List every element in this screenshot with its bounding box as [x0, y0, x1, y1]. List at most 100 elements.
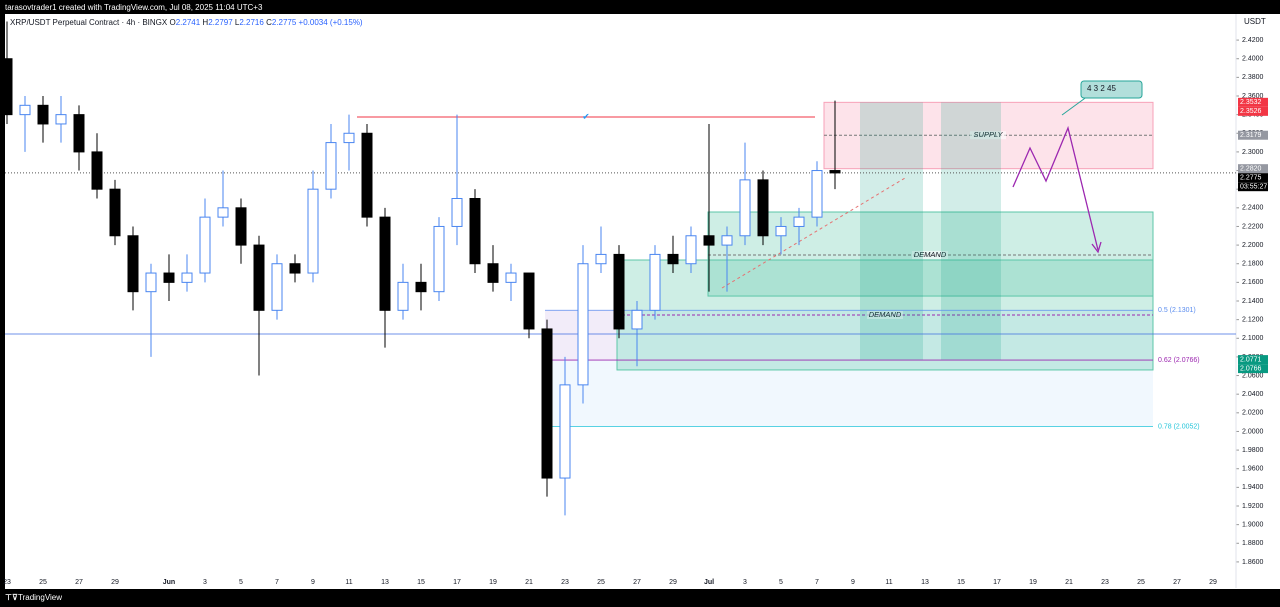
- candle-body: [775, 225, 787, 237]
- price-badge: [1238, 173, 1268, 183]
- candle-body: [127, 235, 139, 293]
- zone-label: DEMAND: [914, 250, 947, 259]
- x-tick-label: 27: [75, 579, 83, 586]
- x-tick-label: 29: [669, 579, 677, 586]
- arrow-head: [1091, 241, 1102, 254]
- fib-fill: [545, 310, 1153, 427]
- candle-body: [19, 104, 31, 116]
- candle-body: [181, 272, 193, 283]
- price-badge-label: 2.2820: [1240, 166, 1262, 173]
- candle-body: [307, 188, 319, 274]
- candle-body: [73, 114, 85, 153]
- candle-body: [217, 207, 229, 218]
- ohlc-key: C: [266, 18, 272, 27]
- candle-body: [91, 151, 103, 190]
- x-tick-label: 19: [489, 579, 497, 586]
- x-tick-label: 23: [1101, 579, 1109, 586]
- candle-body: [541, 328, 553, 479]
- zone-label-bg: [970, 131, 1006, 140]
- candle-body: [739, 179, 751, 237]
- price-badge: [1238, 130, 1268, 140]
- candle-body: [145, 272, 157, 293]
- shade-column: [941, 102, 1001, 361]
- countdown-bg: [1238, 182, 1268, 192]
- x-tick-label: Jul: [704, 579, 714, 586]
- x-tick-label: 9: [311, 579, 315, 586]
- candle-body: [613, 253, 625, 330]
- x-tick-label: 21: [1065, 579, 1073, 586]
- ohlc-value: 2.2797: [208, 18, 233, 27]
- y-tick-label: 1.9000: [1242, 521, 1264, 528]
- candle-body: [289, 263, 301, 274]
- price-badge-label: 2.3526: [1240, 108, 1262, 115]
- x-tick-label: 21: [525, 579, 533, 586]
- candle-body: [631, 309, 643, 330]
- y-tick-label: 2.0400: [1242, 391, 1264, 398]
- price-badge: [1238, 164, 1268, 174]
- candle-body: [559, 384, 571, 479]
- price-badge: [1238, 364, 1268, 374]
- candle-body: [235, 207, 247, 246]
- x-tick-label: 25: [39, 579, 47, 586]
- candle-body: [109, 188, 121, 237]
- candle-body: [703, 235, 715, 246]
- x-tick-label: 27: [1173, 579, 1181, 586]
- zone-label-bg: [867, 310, 903, 319]
- zone-label-bg: [912, 251, 948, 260]
- x-tick-label: 29: [1209, 579, 1217, 586]
- x-tick-label: 5: [239, 579, 243, 586]
- zone-label: DEMAND: [869, 310, 902, 319]
- y-tick-label: 2.1200: [1242, 316, 1264, 323]
- credit: tarasovtrader1 created with TradingView.…: [5, 3, 263, 12]
- y-tick-label: 2.0600: [1242, 372, 1264, 379]
- x-tick-label: 7: [815, 579, 819, 586]
- x-tick-label: 11: [345, 579, 352, 586]
- candle-body: [811, 170, 823, 218]
- x-tick-label: 13: [921, 579, 929, 586]
- candle-body: [829, 170, 841, 174]
- fib-label: 0.78 (2.0052): [1158, 423, 1200, 430]
- x-tick-label: 17: [993, 579, 1001, 586]
- x-tick-label: 25: [597, 579, 605, 586]
- y-tick-label: 1.9800: [1242, 447, 1264, 454]
- x-tick-label: 19: [1029, 579, 1037, 586]
- x-tick-label: 23: [561, 579, 569, 586]
- y-tick-label: 2.2000: [1242, 242, 1264, 249]
- ohlc-value: 2.2716: [239, 18, 264, 27]
- ohlc-value: 2.2775: [272, 18, 297, 27]
- x-tick-label: 5: [779, 579, 783, 586]
- candle-body: [793, 216, 805, 227]
- ohlc-value: 2.2741: [176, 18, 201, 27]
- candle-body: [55, 114, 67, 125]
- axis-unit: USDT: [1244, 17, 1266, 26]
- chart-area: [5, 14, 1280, 589]
- projection: [1012, 125, 1099, 251]
- x-tick-label: 15: [957, 579, 965, 586]
- candle-body: [487, 263, 499, 283]
- candle-body: [721, 235, 733, 246]
- y-tick-label: 2.0000: [1242, 428, 1264, 435]
- x-tick-label: 7: [275, 579, 279, 586]
- shade-column: [860, 102, 923, 361]
- candle-body: [523, 272, 535, 330]
- y-tick-label: 1.9600: [1242, 466, 1264, 473]
- x-tick-label: 23: [3, 579, 11, 586]
- candle-body: [595, 253, 607, 265]
- y-tick-label: 2.1400: [1242, 298, 1264, 305]
- candle-body: [199, 216, 211, 274]
- candle-body: [271, 263, 283, 311]
- price-badge-label: 2.0771: [1240, 356, 1262, 363]
- candle-body: [685, 235, 697, 265]
- x-tick-label: 15: [417, 579, 425, 586]
- price-badge-label: 2.3532: [1240, 99, 1262, 106]
- x-tick-label: 9: [851, 579, 855, 586]
- price-badge-label: 2.3179: [1240, 132, 1262, 139]
- callout-box: [1080, 80, 1143, 99]
- candle-body: [451, 198, 463, 227]
- callout: 4 3 2 45: [1087, 84, 1116, 93]
- candle-body: [37, 104, 49, 125]
- y-tick-label: 2.4200: [1242, 37, 1264, 44]
- candle-body: [397, 281, 409, 311]
- y-tick-label: 2.2400: [1242, 205, 1264, 212]
- price-badge: [1238, 106, 1268, 116]
